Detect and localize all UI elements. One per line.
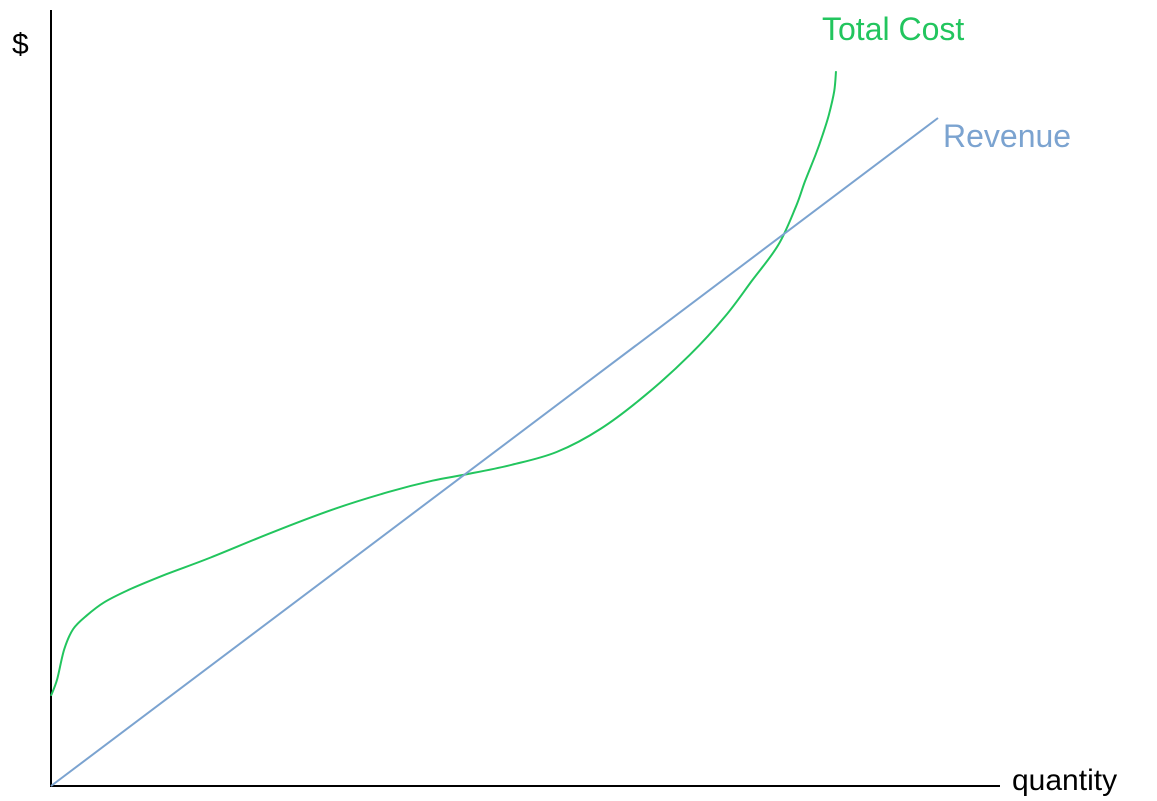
x-axis-label: quantity: [1012, 764, 1117, 797]
total-cost-line: [50, 71, 837, 697]
revenue-line: [50, 117, 939, 787]
revenue-label: Revenue: [943, 118, 1071, 154]
total-cost-label: Total Cost: [822, 11, 964, 47]
y-axis-label: $: [12, 28, 29, 61]
